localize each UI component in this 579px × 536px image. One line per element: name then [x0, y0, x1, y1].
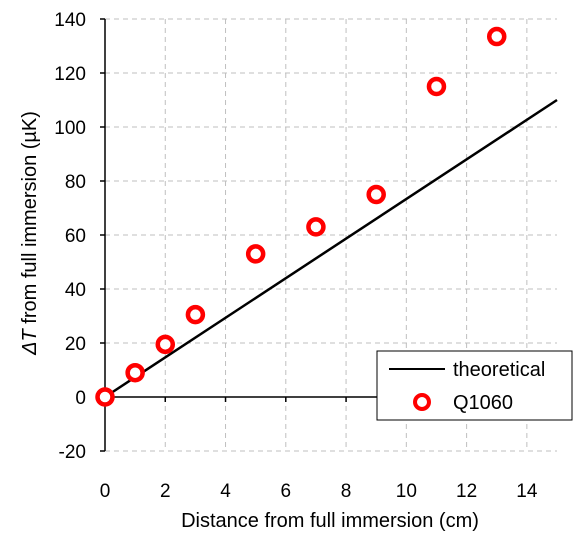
y-tick-label: 140 — [54, 10, 86, 31]
series-line-theoretical — [104, 98, 558, 399]
x-tick-label: 12 — [456, 481, 477, 502]
data-point-q1060 — [245, 244, 266, 264]
legend: theoretical Q1060 — [376, 350, 573, 421]
y-tick-label: 100 — [54, 118, 86, 139]
y-tick-label: 20 — [65, 334, 86, 355]
x-tick-label: 0 — [100, 481, 111, 502]
series — [95, 26, 558, 407]
y-axis-label: ΔT from full immersion (µK) — [19, 111, 41, 356]
data-point-q1060 — [426, 76, 447, 97]
legend-label-q1060: Q1060 — [453, 392, 513, 414]
legend-box — [376, 350, 573, 421]
legend-label-theoretical: theoretical — [453, 359, 545, 381]
data-point-q1060 — [185, 304, 206, 325]
data-point-q1060 — [155, 334, 176, 355]
data-point-q1060 — [95, 387, 115, 407]
data-point-q1060 — [366, 184, 386, 205]
x-tick-label: 14 — [516, 481, 538, 502]
y-tick-label: 80 — [65, 172, 86, 193]
y-axis-label-symbol: ΔT — [19, 328, 41, 356]
x-tick-label: 10 — [396, 481, 417, 502]
x-tick-label: 8 — [341, 481, 352, 502]
y-tick-label: -20 — [59, 442, 86, 463]
data-point-q1060 — [306, 217, 326, 237]
y-tick-label: 0 — [75, 388, 86, 409]
y-tick-label: 120 — [54, 64, 86, 85]
x-tick-label: 6 — [281, 481, 292, 502]
data-point-q1060 — [486, 26, 507, 47]
y-tick-label: 60 — [65, 226, 86, 247]
y-axis-label-text: from full immersion (µK) — [19, 111, 41, 329]
x-tick-label: 2 — [160, 481, 171, 502]
x-tick-labels: 0 2 4 6 8 10 12 14 — [100, 481, 538, 502]
x-axis-label: Distance from full immersion (cm) — [181, 510, 479, 532]
y-tick-labels: -20 0 20 40 60 80 100 120 140 — [54, 10, 86, 463]
legend-marker-swatch — [413, 393, 431, 411]
x-tick-label: 4 — [220, 481, 231, 502]
data-point-q1060 — [125, 362, 145, 383]
y-tick-label: 40 — [65, 280, 86, 301]
